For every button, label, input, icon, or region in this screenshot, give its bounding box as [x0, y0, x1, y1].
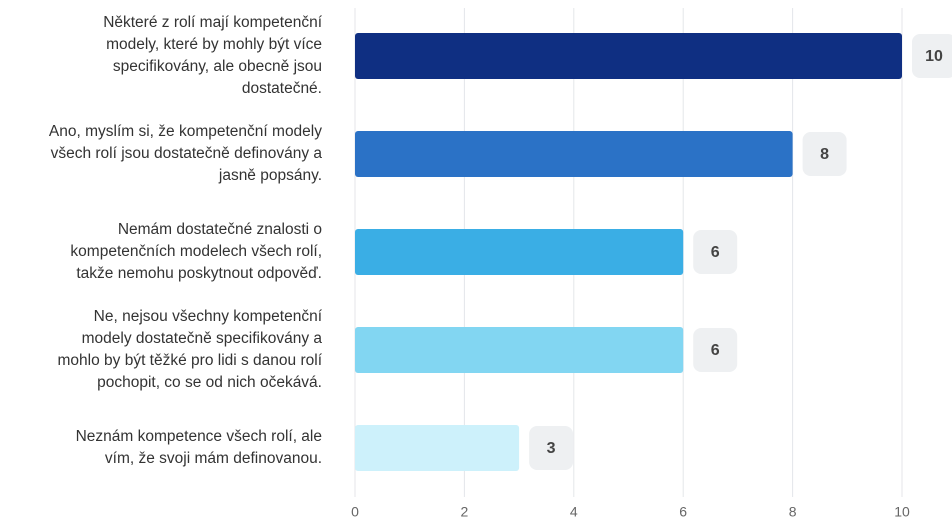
- category-label-line: kompetenčních modelech všech rolí,: [70, 243, 322, 260]
- category-label: Neznám kompetence všech rolí, ale vím, že…: [76, 426, 322, 470]
- value-label-box: [693, 230, 738, 274]
- value-label: 10: [925, 48, 943, 65]
- value-label-box: [529, 426, 574, 470]
- x-tick-label: 0: [351, 504, 359, 520]
- category-label-line: jasně popsány.: [218, 167, 322, 184]
- category-label-line: modely, které by mohly být více: [106, 36, 322, 53]
- category-label: Ano, myslím si, že kompetenční modely vše…: [49, 121, 322, 187]
- value-label: 6: [711, 342, 720, 359]
- x-tick-label: 8: [789, 504, 797, 520]
- category-label-line: mohlo by být těžké pro lidi s danou rolí: [57, 352, 323, 369]
- x-tick-label: 2: [461, 504, 469, 520]
- category-label-line: dostatečné.: [241, 80, 322, 97]
- bar: [355, 33, 902, 79]
- value-label: 6: [711, 244, 720, 261]
- x-tick-label: 4: [570, 504, 578, 520]
- category-label: Ne, nejsou všechny kompetenční modely dos…: [58, 306, 323, 394]
- x-tick-label: 6: [679, 504, 687, 520]
- bar: [355, 327, 684, 373]
- category-label-line: Některé z rolí mají kompetenční: [103, 14, 322, 31]
- category-label-line: všech rolí jsou dostatečně definovány a: [50, 145, 322, 162]
- value-label: 3: [547, 440, 556, 457]
- x-tick-label: 10: [894, 504, 910, 520]
- bar: [355, 229, 684, 275]
- category-label: Nemám dostatečné znalosti o kompetenčních…: [70, 219, 322, 285]
- category-label: Některé z rolí mají kompetenční modely, k…: [103, 12, 322, 100]
- category-label-line: vím, že svoji mám definovanou.: [104, 450, 322, 467]
- category-label-line: modely dostatečně specifikovány a: [81, 330, 322, 347]
- category-label-line: Ne, nejsou všechny kompetenční: [93, 308, 322, 325]
- value-label-box: [802, 132, 847, 176]
- category-label-line: Neznám kompetence všech rolí, ale: [75, 428, 322, 445]
- bar: [355, 425, 520, 471]
- category-label-line: Ano, myslím si, že kompetenční modely: [48, 123, 322, 140]
- bar: [355, 131, 793, 177]
- value-label-box: [693, 328, 738, 372]
- value-label-box: [912, 34, 952, 78]
- value-label: 8: [820, 146, 829, 163]
- category-label-line: specifikovány, ale obecně jsou: [112, 58, 322, 75]
- category-label-line: pochopit, co se od nich očekává.: [97, 374, 322, 391]
- category-label-line: Nemám dostatečné znalosti o: [117, 221, 322, 238]
- category-label-line: takže nemohu poskytnout odpověď.: [76, 265, 322, 282]
